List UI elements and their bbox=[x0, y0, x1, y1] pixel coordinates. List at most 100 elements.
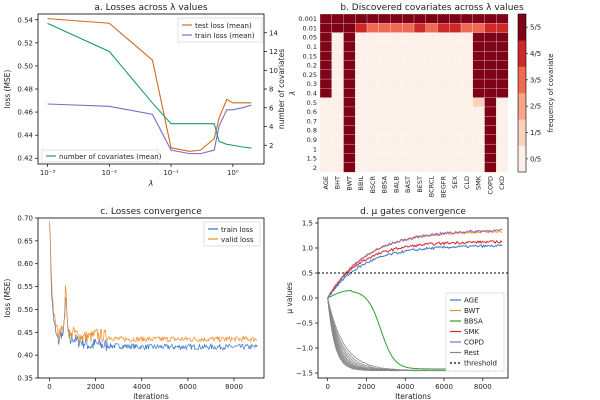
legend-label: test loss (mean) bbox=[195, 22, 252, 30]
heatmap-cell bbox=[331, 88, 344, 99]
heatmap-cell bbox=[484, 143, 497, 154]
colorbar-tick-label: 0/5 bbox=[530, 155, 541, 163]
heatmap-cell bbox=[331, 162, 344, 173]
panel-a-ylabel: loss (MSE) bbox=[3, 70, 12, 109]
panel-a-legend-bottom: number of covariates (mean) bbox=[41, 149, 162, 163]
heatmap-cell bbox=[366, 69, 380, 80]
heatmap-cell bbox=[425, 125, 438, 136]
heatmap-cell bbox=[366, 51, 380, 61]
heatmap-cell bbox=[355, 97, 368, 108]
series-line-copd bbox=[327, 228, 503, 299]
panel-d-xtick-label: 4000 bbox=[396, 383, 414, 391]
heatmap-cell bbox=[355, 32, 368, 43]
heatmap-cell bbox=[484, 134, 497, 145]
heatmap-cell bbox=[366, 134, 380, 145]
heatmap-cell bbox=[413, 41, 427, 52]
heatmap-cell bbox=[390, 23, 403, 34]
heatmap-cell bbox=[449, 97, 462, 108]
heatmap-cell bbox=[319, 78, 333, 89]
panel-d-ytick-label: −0.5 bbox=[296, 320, 313, 328]
heatmap-cell bbox=[425, 51, 438, 61]
panel-b-row-label: 0.05 bbox=[303, 34, 317, 42]
heatmap-cell bbox=[343, 32, 356, 43]
heatmap-cell bbox=[496, 97, 509, 108]
heatmap-cell bbox=[460, 51, 474, 61]
heatmap-cell bbox=[343, 153, 356, 164]
heatmap-cell bbox=[402, 106, 415, 117]
heatmap-cell bbox=[366, 116, 380, 126]
panel-d-xtick-label: 8000 bbox=[474, 383, 492, 391]
panel-c-ytick-label: 0.45 bbox=[17, 329, 33, 337]
heatmap-cell bbox=[496, 60, 509, 71]
colorbar-band bbox=[518, 93, 526, 120]
heatmap-cell bbox=[378, 125, 391, 136]
heatmap-cell bbox=[496, 153, 509, 164]
panel-c-ytick-label: 0.35 bbox=[17, 375, 33, 383]
heatmap-cell bbox=[449, 69, 462, 80]
heatmap-cell bbox=[496, 143, 509, 154]
panel-c-ylabel: loss (MSE) bbox=[3, 279, 12, 318]
panel-c-ytick-label: 0.65 bbox=[17, 237, 33, 245]
heatmap-cell bbox=[484, 106, 497, 117]
heatmap-cell bbox=[378, 88, 391, 99]
series-line-ncov bbox=[47, 22, 252, 149]
heatmap-cell bbox=[390, 162, 403, 173]
heatmap-cell bbox=[449, 41, 462, 52]
heatmap-cell bbox=[472, 143, 485, 154]
heatmap-cell bbox=[425, 23, 438, 34]
heatmap-cell bbox=[472, 88, 485, 99]
series-line-bwt bbox=[327, 229, 503, 298]
heatmap-cell bbox=[484, 125, 497, 136]
heatmap-cell bbox=[355, 41, 368, 52]
heatmap-cell bbox=[449, 153, 462, 164]
heatmap-cell bbox=[472, 153, 485, 164]
panel-a-y2label: number of covariates bbox=[277, 49, 286, 129]
panel-b-ylabel: λ bbox=[288, 91, 297, 96]
panel-b-row-label: 0.25 bbox=[303, 71, 317, 79]
heatmap-cell bbox=[437, 106, 450, 117]
heatmap-cell bbox=[343, 88, 356, 99]
heatmap-cell bbox=[449, 162, 462, 173]
panel-d-ytick-label: 1.0 bbox=[302, 245, 313, 253]
heatmap-cell bbox=[496, 116, 509, 126]
heatmap-cell bbox=[378, 51, 391, 61]
panel-b-row-label: 0.3 bbox=[307, 80, 317, 88]
heatmap-cell bbox=[425, 13, 438, 24]
panel-b-col-label: BWT bbox=[345, 176, 353, 191]
heatmap-cell bbox=[437, 51, 450, 61]
heatmap-cell bbox=[355, 116, 368, 126]
panel-c-ytick-label: 0.40 bbox=[17, 352, 33, 360]
heatmap-cell bbox=[355, 78, 368, 89]
heatmap-cell bbox=[355, 125, 368, 136]
heatmap-cell bbox=[449, 88, 462, 99]
heatmap-cell bbox=[472, 162, 485, 173]
heatmap-cell bbox=[343, 51, 356, 61]
legend-label: valid loss bbox=[221, 236, 254, 244]
heatmap-cell bbox=[402, 41, 415, 52]
panel-b-row-label: 0.001 bbox=[298, 15, 317, 23]
heatmap-cell bbox=[472, 125, 485, 136]
heatmap-cell bbox=[472, 32, 485, 43]
colorbar-tick-label: 4/5 bbox=[530, 50, 541, 58]
panel-c-ytick-label: 0.50 bbox=[17, 306, 33, 314]
colorbar-frame bbox=[517, 13, 527, 173]
heatmap-cell bbox=[449, 51, 462, 61]
colorbar-tick-label: 1/5 bbox=[530, 129, 541, 137]
heatmap-cell bbox=[390, 125, 403, 136]
panel-a-y2tick-label: 10 bbox=[269, 67, 278, 75]
heatmap-cell bbox=[484, 88, 497, 99]
heatmap-cell bbox=[390, 51, 403, 61]
heatmap-cell bbox=[413, 13, 427, 24]
heatmap-cell bbox=[378, 106, 391, 117]
panel-b-col-label: BEST bbox=[416, 176, 424, 193]
panel-d-ytick-label: 0.0 bbox=[302, 295, 313, 303]
legend-box bbox=[177, 17, 263, 43]
heatmap-cell bbox=[496, 106, 509, 117]
heatmap-cell bbox=[331, 13, 344, 24]
heatmap-cell bbox=[355, 88, 368, 99]
heatmap-cell bbox=[449, 125, 462, 136]
panel-d-ylabel: μ values bbox=[285, 282, 294, 314]
panel-d-ytick-label: 0.5 bbox=[302, 270, 313, 278]
heatmap-cell bbox=[460, 106, 474, 117]
heatmap-cell bbox=[378, 69, 391, 80]
